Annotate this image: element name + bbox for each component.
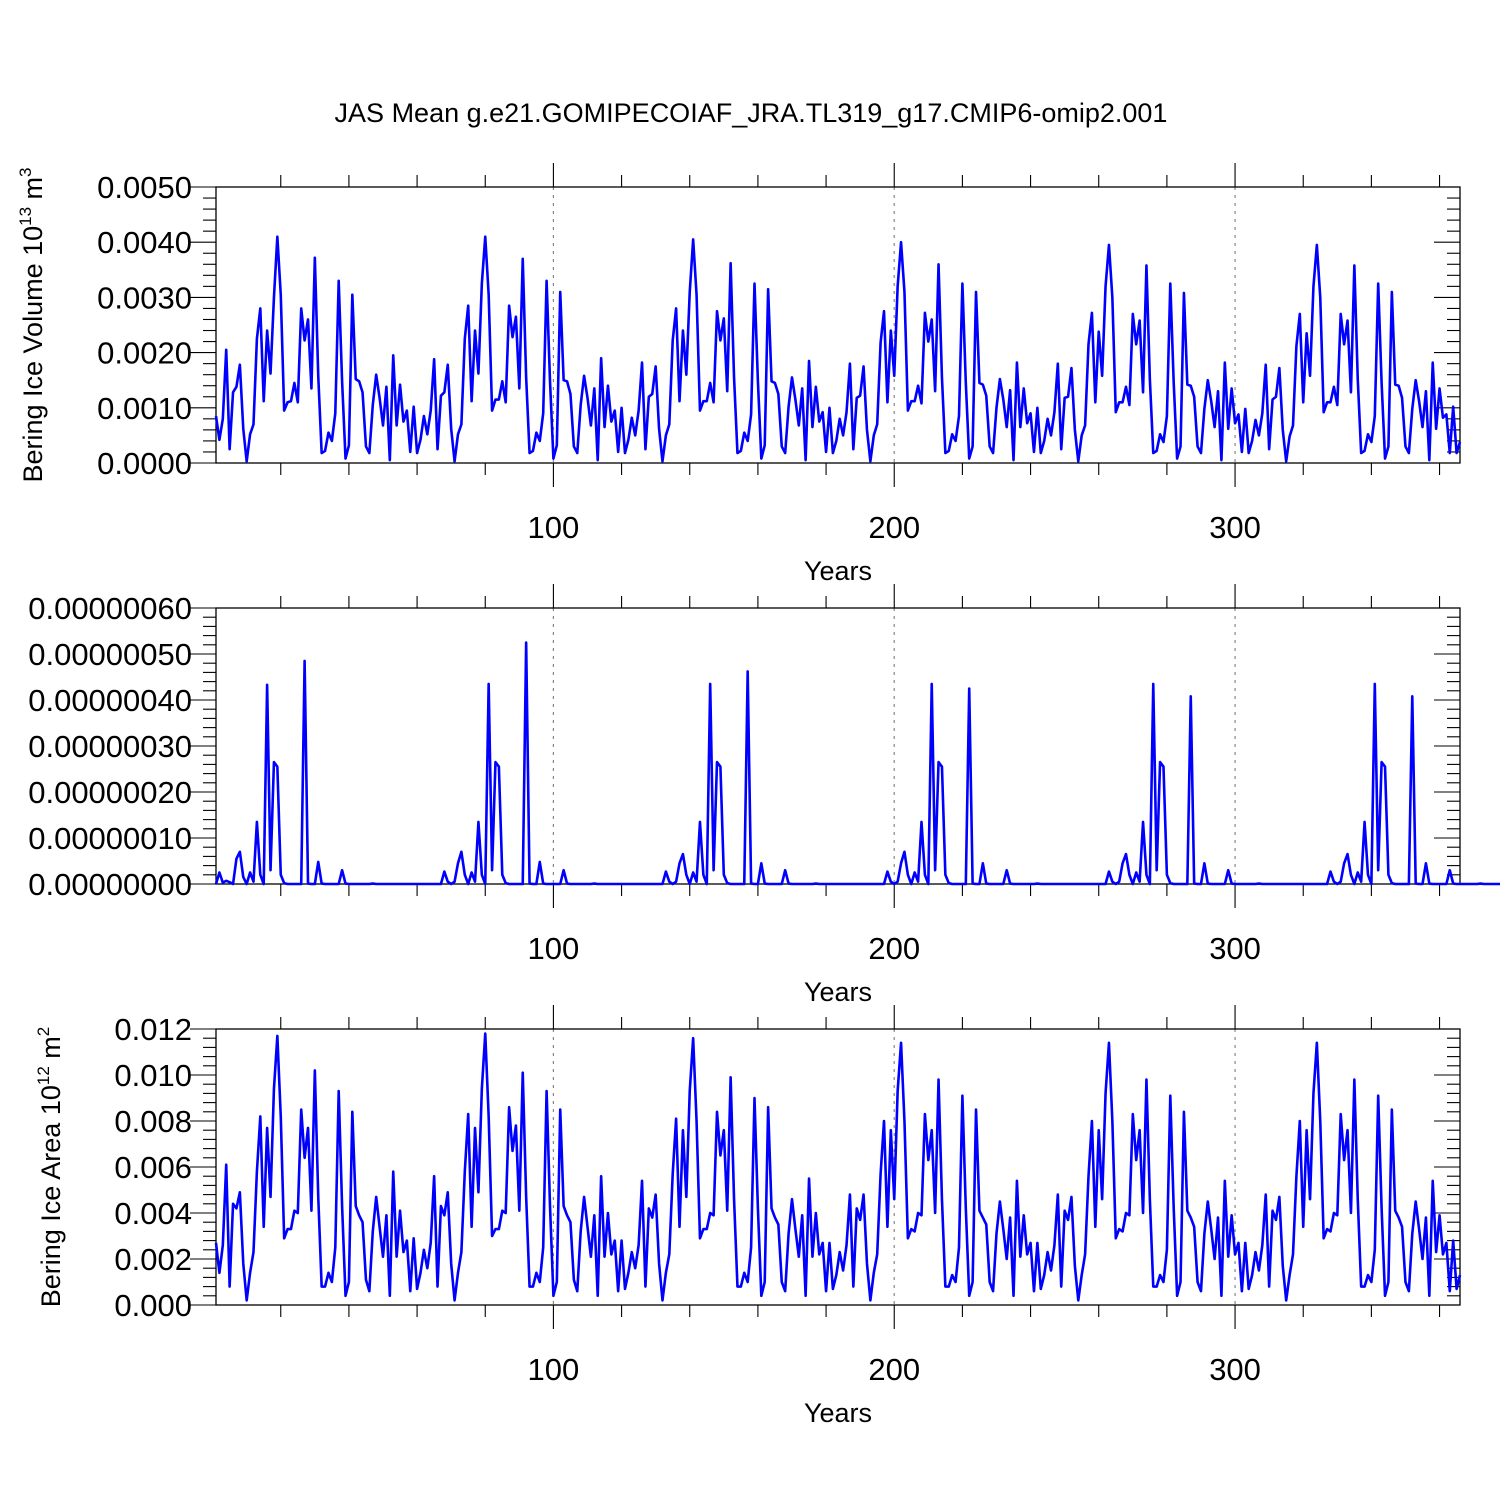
x-tick-label: 100: [528, 1352, 580, 1387]
x-tick-label: 300: [1209, 931, 1261, 966]
y-tick-label: 0.00000000: [28, 867, 192, 902]
x-tick-label: 200: [868, 1352, 920, 1387]
series-line-bering-ice-area: [214, 1032, 1462, 1302]
y-axis-label: Bering Ice Area 1012 m2: [34, 1027, 66, 1308]
y-tick-label: 0.004: [114, 1196, 192, 1231]
y-tick-label: 0.00000010: [28, 821, 192, 856]
y-tick-label: 0.0050: [97, 170, 192, 205]
plot-frame: [215, 1028, 1461, 1306]
y-tick-label: 0.00000040: [28, 683, 192, 718]
x-tick-label: 200: [868, 510, 920, 545]
x-axis-label: Years: [804, 1398, 872, 1428]
x-axis-label: Years: [804, 977, 872, 1007]
figure-title: JAS Mean g.e21.GOMIPECOIAF_JRA.TL319_g17…: [335, 98, 1168, 128]
y-tick-label: 0.0030: [97, 280, 192, 315]
x-tick-label: 200: [868, 931, 920, 966]
panel-area: 0.000 0.002 0.004 0.006 0.008 0.010 0.012 100 2…: [34, 1005, 1462, 1428]
y-tick-label: 0.010: [114, 1058, 192, 1093]
plot-frame: [215, 186, 1461, 464]
y-tick-label: 0.00000030: [28, 729, 192, 764]
panel-volume: 0.0000 0.0010 0.0020 0.0030 0.0040 0.0050 100…: [16, 163, 1462, 586]
series-line-bering-ice-volume: [214, 235, 1462, 463]
series-line-middle: [214, 641, 1500, 886]
y-tick-label: 0.006: [114, 1150, 192, 1185]
y-axis-label: Bering Ice Volume 1013 m3: [16, 167, 48, 482]
y-tick-label: 0.0010: [97, 391, 192, 426]
y-tick-label: 0.002: [114, 1242, 192, 1277]
x-axis-label: Years: [804, 556, 872, 586]
y-tick-label: 0.0000: [97, 446, 192, 481]
y-tick-label: 0.008: [114, 1104, 192, 1139]
x-tick-label: 300: [1209, 1352, 1261, 1387]
plot-frame: [215, 607, 1461, 885]
x-tick-label: 300: [1209, 510, 1261, 545]
y-tick-label: 0.012: [114, 1012, 192, 1047]
y-tick-label: 0.0040: [97, 225, 192, 260]
x-tick-label: 100: [528, 931, 580, 966]
x-tick-label: 100: [528, 510, 580, 545]
y-tick-label: 0.00000020: [28, 775, 192, 810]
panel-middle: 0.00000000 0.00000010 0.00000020 0.00000030…: [28, 584, 1500, 1007]
y-tick-label: 0.000: [114, 1288, 192, 1323]
y-tick-label: 0.00000060: [28, 591, 192, 626]
y-tick-label: 0.00000050: [28, 637, 192, 672]
y-tick-label: 0.0020: [97, 336, 192, 371]
